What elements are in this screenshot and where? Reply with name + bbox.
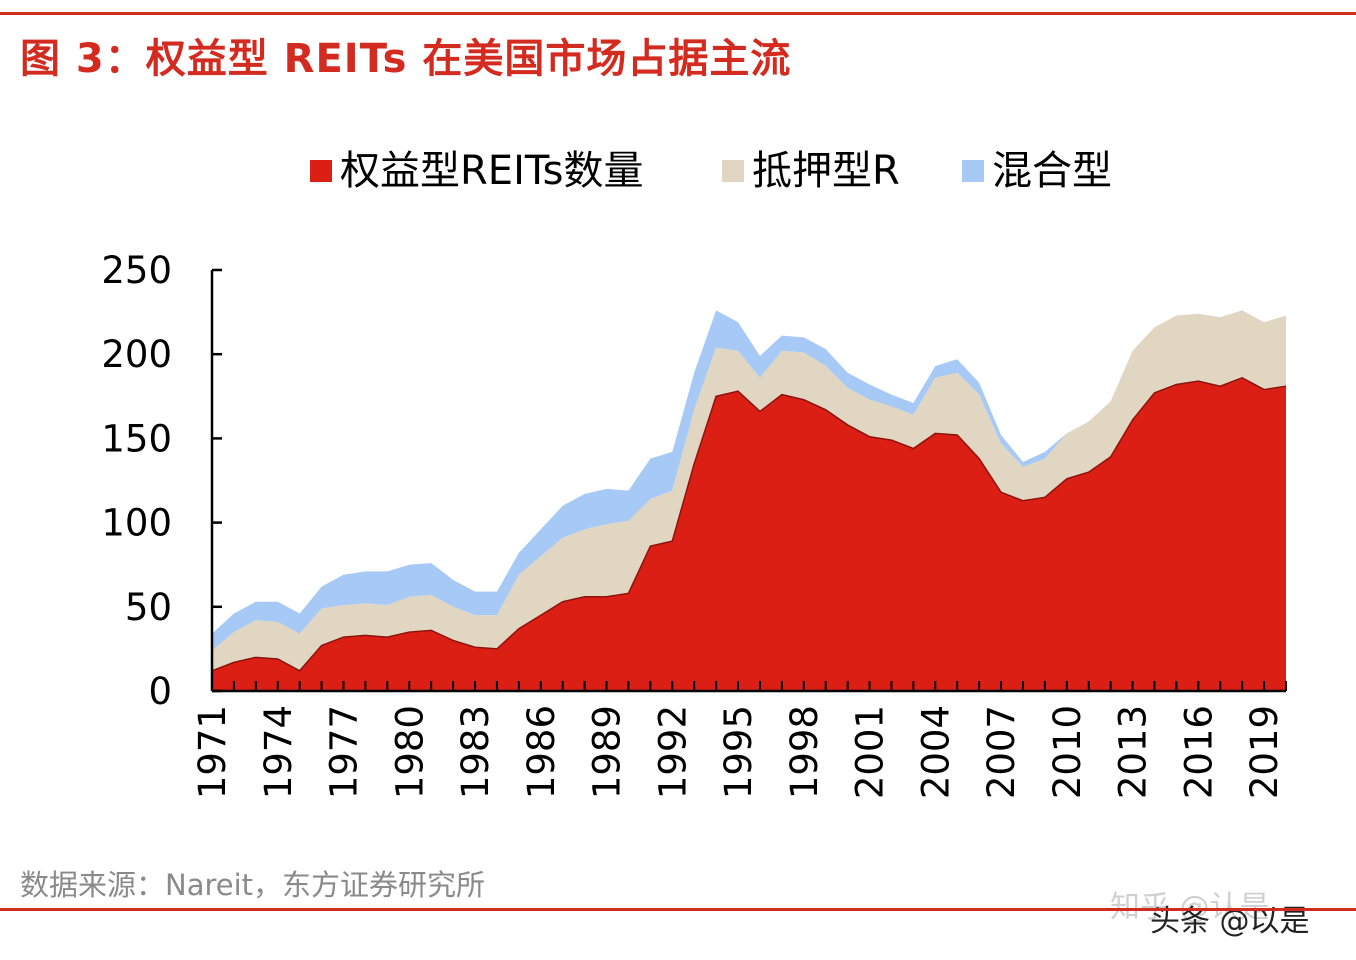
x-tick-label: 1986 (520, 705, 563, 799)
y-tick-label: 100 (101, 502, 172, 545)
legend: 权益型REITs数量 抵押型R 混合型 (310, 148, 1112, 194)
y-tick-label: 0 (148, 670, 172, 713)
x-tick-label: 1977 (323, 705, 366, 799)
legend-swatch-mortgage (722, 160, 744, 182)
source-note: 数据来源：Nareit，东方证券研究所 (20, 868, 486, 902)
x-tick-label: 1983 (454, 705, 497, 799)
top-rule (0, 12, 1356, 15)
x-tick-label: 1971 (191, 705, 234, 799)
legend-swatch-equity (310, 160, 332, 182)
figure-title: 图 3：权益型 REITs 在美国市场占据主流 (20, 36, 792, 82)
x-tick-label: 1980 (388, 705, 431, 799)
x-tick-label: 1998 (783, 705, 826, 799)
y-tick-label: 50 (125, 586, 172, 629)
x-tick-label: 2007 (980, 705, 1023, 799)
legend-label-mortgage: 抵押型R (752, 148, 900, 194)
x-tick-label: 2013 (1112, 705, 1155, 799)
legend-label-equity: 权益型REITs数量 (340, 148, 644, 194)
x-tick-label: 1995 (717, 705, 760, 799)
x-tick-label: 1989 (586, 705, 629, 799)
bottom-rule (0, 908, 1356, 911)
x-tick-label: 1992 (651, 705, 694, 799)
area-series-0 (212, 377, 1286, 691)
x-tick-label: 2010 (1046, 705, 1089, 799)
legend-swatch-hybrid (962, 160, 984, 182)
x-tick-label: 2001 (849, 705, 892, 799)
area-series-1 (212, 310, 1286, 671)
x-tick-label: 2016 (1177, 705, 1220, 799)
legend-label-hybrid: 混合型 (992, 148, 1112, 194)
x-tick-label: 2004 (914, 705, 957, 799)
x-tick-label: 2019 (1243, 705, 1286, 799)
y-tick-label: 200 (101, 333, 172, 376)
y-tick-label: 150 (101, 417, 172, 460)
x-tick-label: 1974 (257, 705, 300, 799)
y-tick-label: 250 (101, 249, 172, 292)
watermark-toutiao: 头条 @以是 (1150, 904, 1310, 939)
watermark-zhihu: 知乎 @认是 (1110, 890, 1270, 925)
equity-edge-line (211, 376, 1287, 672)
